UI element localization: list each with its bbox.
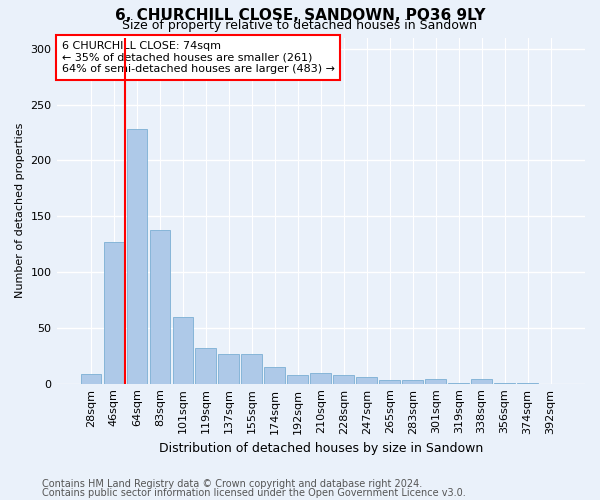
Bar xyxy=(149,230,170,384)
Bar xyxy=(403,380,423,384)
Bar xyxy=(104,242,124,384)
Text: Contains HM Land Registry data © Crown copyright and database right 2024.: Contains HM Land Registry data © Crown c… xyxy=(42,479,422,489)
Bar xyxy=(379,380,400,384)
Bar xyxy=(127,129,147,384)
Y-axis label: Number of detached properties: Number of detached properties xyxy=(15,123,25,298)
Bar xyxy=(494,382,515,384)
Bar xyxy=(310,372,331,384)
Bar xyxy=(218,354,239,384)
Text: Size of property relative to detached houses in Sandown: Size of property relative to detached ho… xyxy=(122,18,478,32)
Bar xyxy=(265,367,285,384)
Bar xyxy=(334,374,354,384)
X-axis label: Distribution of detached houses by size in Sandown: Distribution of detached houses by size … xyxy=(158,442,483,455)
Text: 6 CHURCHILL CLOSE: 74sqm
← 35% of detached houses are smaller (261)
64% of semi-: 6 CHURCHILL CLOSE: 74sqm ← 35% of detach… xyxy=(62,41,335,74)
Bar xyxy=(241,354,262,384)
Bar xyxy=(173,316,193,384)
Bar xyxy=(356,377,377,384)
Bar xyxy=(472,379,492,384)
Text: Contains public sector information licensed under the Open Government Licence v3: Contains public sector information licen… xyxy=(42,488,466,498)
Text: 6, CHURCHILL CLOSE, SANDOWN, PO36 9LY: 6, CHURCHILL CLOSE, SANDOWN, PO36 9LY xyxy=(115,8,485,22)
Bar xyxy=(517,382,538,384)
Bar xyxy=(425,379,446,384)
Bar xyxy=(196,348,216,384)
Bar xyxy=(287,374,308,384)
Bar xyxy=(80,374,101,384)
Bar xyxy=(448,382,469,384)
